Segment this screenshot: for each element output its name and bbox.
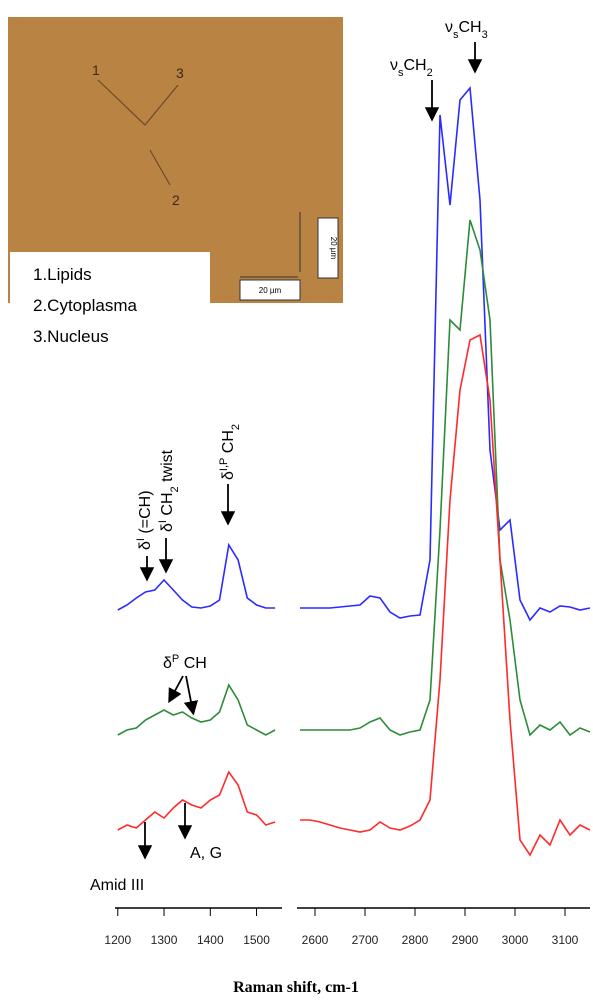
annotation-part: 3 bbox=[482, 29, 488, 41]
annotation-part: CH bbox=[220, 430, 237, 458]
annotation-part: CH bbox=[159, 492, 176, 520]
annotation-part: 2 bbox=[169, 486, 181, 492]
x-axis-title: Raman shift, cm-1 bbox=[233, 979, 359, 996]
annotation-part: CH bbox=[459, 19, 482, 36]
spectrum-line bbox=[300, 333, 591, 857]
x-tick-label: 3100 bbox=[552, 933, 579, 947]
annotation-part: A, G bbox=[190, 845, 222, 862]
annotation-part: I bbox=[135, 538, 147, 541]
annotation: νsCH2 bbox=[390, 57, 433, 79]
annotation: A, G bbox=[190, 845, 222, 862]
legend-box bbox=[10, 252, 210, 356]
spectrum-line bbox=[300, 86, 591, 622]
annotation-part: CH bbox=[179, 655, 207, 672]
inset-label: 2 bbox=[172, 192, 180, 208]
annotation: δI (=CH) bbox=[135, 490, 154, 550]
annotation-part: δ bbox=[137, 541, 154, 550]
scale-label-x: 20 µm bbox=[259, 286, 282, 295]
scale-box-y bbox=[317, 217, 339, 279]
annotation-arrow bbox=[168, 675, 184, 704]
annotation-arrow bbox=[183, 675, 199, 716]
x-tick-label: 1200 bbox=[104, 933, 131, 947]
annotation: δI,P CH2 bbox=[218, 424, 242, 480]
x-tick-label: 2900 bbox=[452, 933, 479, 947]
annotation-part: I,P bbox=[218, 458, 230, 471]
inset-label: 3 bbox=[176, 65, 184, 81]
annotation-part: 2 bbox=[230, 424, 242, 430]
x-tick-label: 2700 bbox=[352, 933, 379, 947]
annotation: Amid III bbox=[90, 877, 144, 894]
annotation-part: s bbox=[398, 67, 404, 79]
annotation-part: Amid III bbox=[90, 877, 144, 894]
x-tick-label: 1400 bbox=[197, 933, 224, 947]
x-tick-label: 1500 bbox=[243, 933, 270, 947]
x-tick-label: 2800 bbox=[402, 933, 429, 947]
annotation: νsCH3 bbox=[445, 19, 488, 41]
annotation-part: P bbox=[172, 653, 179, 665]
inset-label: 1 bbox=[92, 62, 100, 78]
annotation-part: δ bbox=[163, 655, 172, 672]
annotation-part: (=CH) bbox=[137, 490, 154, 538]
annotation-part: 2 bbox=[427, 67, 433, 79]
spectrum-line bbox=[117, 683, 276, 736]
x-tick-label: 3000 bbox=[502, 933, 529, 947]
annotation-part: I bbox=[157, 520, 169, 523]
spectrum-line bbox=[117, 770, 276, 831]
annotation-part: δ bbox=[220, 471, 237, 480]
annotation: δP CH bbox=[163, 653, 207, 672]
legend-label: 3.Nucleus bbox=[33, 327, 109, 346]
spectrum-line bbox=[300, 219, 591, 737]
spectrum-line bbox=[117, 542, 276, 611]
annotation: δI CH2 twist bbox=[157, 449, 181, 532]
annotation-part: ν bbox=[390, 57, 398, 74]
x-tick-label: 2600 bbox=[302, 933, 329, 947]
cell-outline bbox=[97, 79, 179, 186]
scale-label-y: 20 µm bbox=[329, 237, 338, 260]
x-tick-label: 1300 bbox=[151, 933, 178, 947]
annotation-part: ν bbox=[445, 19, 453, 36]
annotation-part: δ bbox=[159, 523, 176, 532]
annotation-part: CH bbox=[404, 57, 427, 74]
legend-label: 1.Lipids bbox=[33, 265, 92, 284]
annotation-part: s bbox=[453, 29, 459, 41]
scale-box-x bbox=[239, 279, 301, 301]
legend-label: 2.Cytoplasma bbox=[33, 296, 137, 315]
annotation-part: twist bbox=[159, 449, 176, 486]
